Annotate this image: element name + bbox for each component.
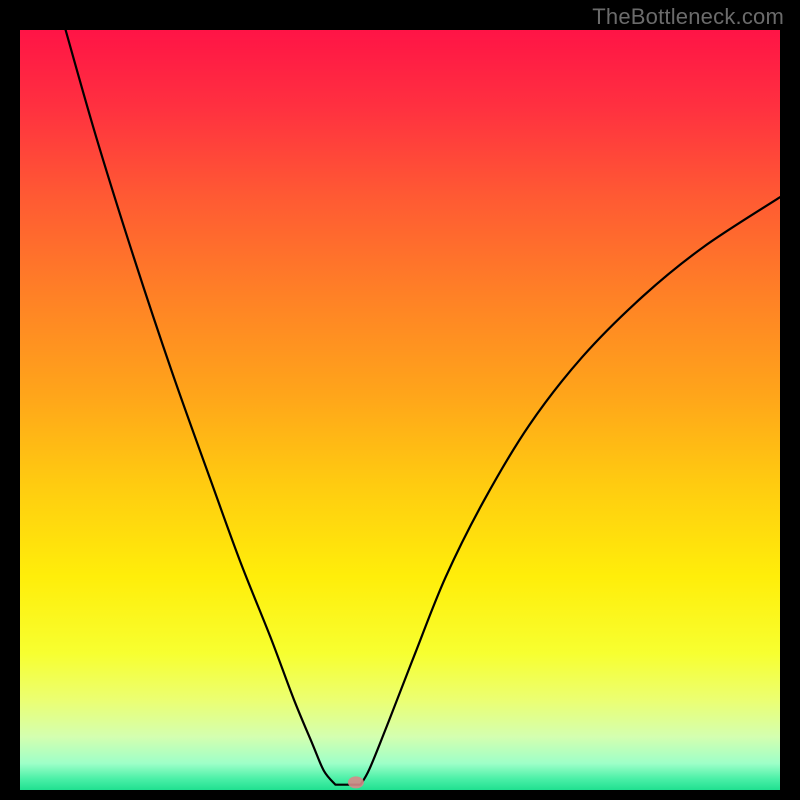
chart-frame: TheBottleneck.com [0,0,800,800]
plot-area [20,30,780,790]
bottleneck-curve [66,30,780,785]
curve-layer [20,30,780,790]
minimum-marker [348,776,364,788]
watermark-text: TheBottleneck.com [592,4,784,30]
